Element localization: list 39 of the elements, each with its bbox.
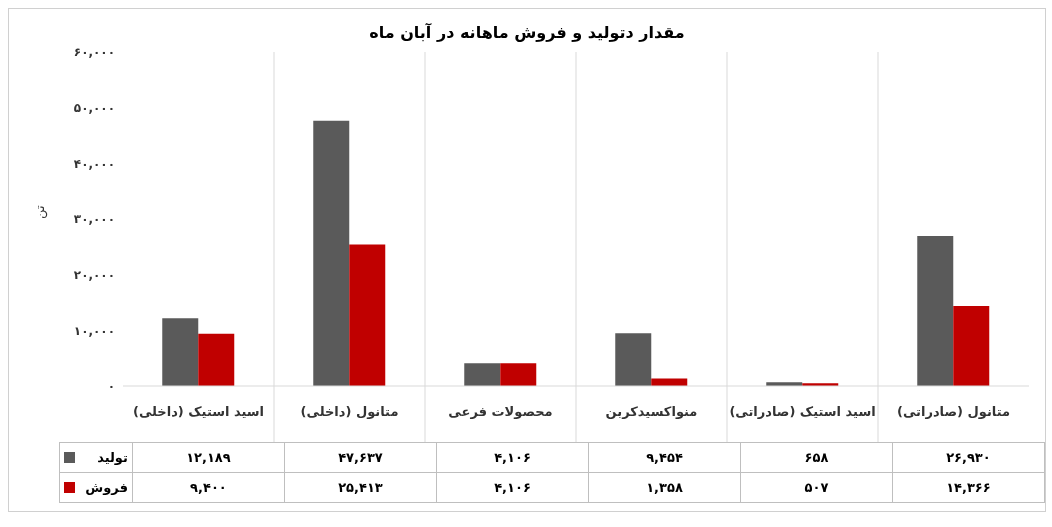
bar [349,244,386,386]
data-label: ۹,۴۵۴ [588,442,741,473]
data-label: ۱۴,۳۶۶ [892,472,1045,503]
data-label: ۱,۳۵۸ [588,472,741,503]
bar [651,378,688,386]
data-label: ۴۷,۶۳۷ [284,442,437,473]
data-label: ۹,۴۰۰ [132,472,285,503]
data-label: ۱۲,۱۸۹ [132,442,285,473]
y-tick-label: ۲۰,۰۰۰ [73,267,115,282]
y-tick-label: ۰ [107,379,115,394]
y-tick-label: ۱۰,۰۰۰ [73,323,115,338]
bar [953,306,990,386]
x-tick-label: محصولات فرعی [448,404,553,419]
x-tick-label: اسید استیک (داخلی) [132,404,265,419]
data-label: ۴,۱۰۶ [436,442,589,473]
x-tick-label: منواکسیدکربن [605,404,698,419]
bar [313,120,350,386]
y-axis-title: تن [31,205,48,219]
chart-title: مقدار دتولید و فروش ماهانه در آبان ماه [368,22,686,42]
y-tick-label: ۶۰,۰۰۰ [73,45,115,60]
bar [917,236,954,386]
legend-label: تولید [97,450,128,465]
data-label: ۵۰۷ [740,472,893,503]
data-label: ۲۶,۹۳۰ [892,442,1045,473]
y-tick-label: ۵۰,۰۰۰ [73,100,115,115]
bar [198,333,235,386]
x-tick-label: اسید استیک (صادراتی) [729,404,876,419]
legend-label: فروش [85,480,128,495]
x-tick-label: متانول (داخلی) [300,404,399,419]
data-label: ۶۵۸ [740,442,893,473]
x-tick-label: متانول (صادراتی) [896,404,1011,419]
y-tick-label: ۳۰,۰۰۰ [73,212,115,227]
bar [162,318,199,386]
bar [615,333,652,386]
bar [464,363,501,386]
data-label: ۲۵,۴۱۳ [284,472,437,503]
bar [500,363,537,386]
data-label: ۴,۱۰۶ [436,472,589,503]
y-tick-label: ۴۰,۰۰۰ [73,156,115,171]
